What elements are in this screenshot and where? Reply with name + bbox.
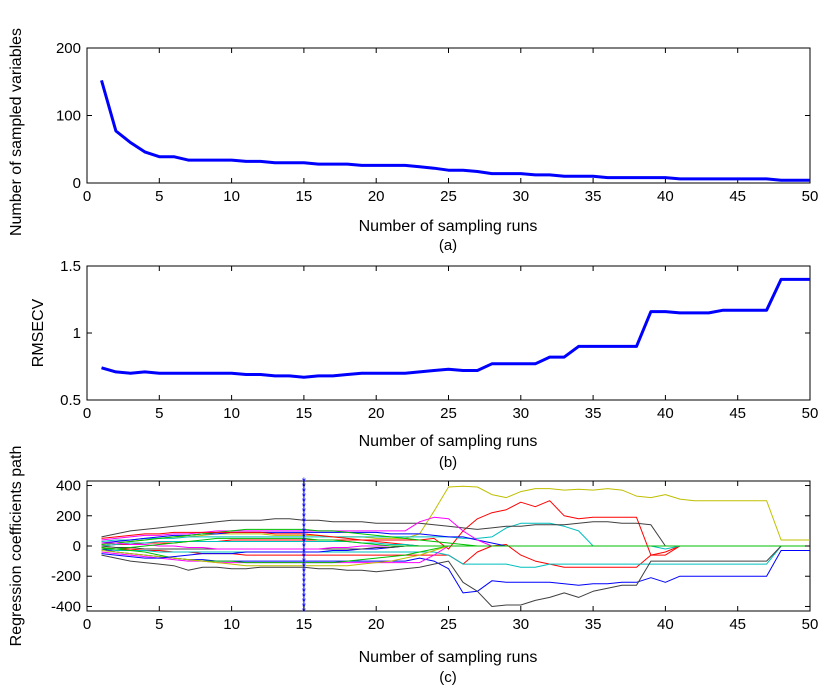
selection-marker-point: * — [302, 546, 307, 558]
series-c — [101, 485, 810, 607]
selection-marker-point: * — [302, 486, 307, 498]
x-tick-label: 30 — [512, 616, 529, 633]
x-tick-label: 35 — [585, 616, 602, 633]
x-tick-label: 5 — [155, 405, 163, 422]
x-tick-label: 25 — [440, 405, 457, 422]
x-tick-label: 50 — [802, 188, 819, 205]
series-b — [101, 277, 810, 379]
x-tick-label: 15 — [296, 616, 313, 633]
selection-marker-point: * — [302, 606, 307, 618]
x-tick-label: 5 — [155, 188, 163, 205]
panel-b: 0 5 10 15 20 25 30 35 40 45 50 0.5 1 1.5 RMSECV Numb… — [30, 258, 818, 471]
y-axis-label-c: Regression coefficients path — [8, 446, 25, 647]
series-a — [100, 79, 810, 182]
y-tick-label: 1 — [73, 325, 81, 342]
panel-a: 0 5 10 15 20 25 30 35 40 45 50 0 100 200 Number of s… — [8, 28, 818, 254]
x-tick-label: 10 — [223, 405, 240, 422]
x-tick-label: 25 — [440, 188, 457, 205]
y-ticks-b: 0.5 1 1.5 — [60, 258, 810, 409]
x-tick-label: 30 — [512, 188, 529, 205]
panel-label-a: (a) — [439, 237, 457, 254]
x-tick-label: 15 — [296, 405, 313, 422]
x-tick-label: 40 — [657, 405, 674, 422]
selection-marker-point: * — [302, 521, 307, 533]
y-tick-label: 200 — [56, 40, 81, 57]
x-tick-label: 20 — [368, 405, 385, 422]
selection-marker-point: * — [302, 481, 307, 493]
x-tick-label: 35 — [585, 405, 602, 422]
x-ticks-a: 0 5 10 15 20 25 30 35 40 45 50 — [83, 48, 819, 205]
y-tick-label: 100 — [56, 108, 81, 125]
x-tick-label: 0 — [83, 405, 91, 422]
y-tick-label: 200 — [56, 508, 81, 525]
selection-marker-point: * — [302, 501, 307, 513]
selection-marker-point: * — [302, 516, 307, 528]
y-ticks-a: 0 100 200 — [56, 40, 810, 192]
x-tick-label: 10 — [223, 188, 240, 205]
x-tick-label: 0 — [83, 188, 91, 205]
selection-marker-point: * — [302, 556, 307, 568]
y-tick-label: 400 — [56, 478, 81, 495]
x-tick-label: 50 — [802, 616, 819, 633]
x-tick-label: 45 — [729, 188, 746, 205]
x-axis-label-a: Number of sampling runs — [359, 218, 538, 235]
x-ticks-b: 0 5 10 15 20 25 30 35 40 45 50 — [83, 266, 819, 422]
series-line-c-8 — [101, 545, 810, 607]
selection-marker-point: * — [302, 511, 307, 523]
selection-marker-point: * — [302, 591, 307, 603]
panel-label-c: (c) — [439, 669, 457, 686]
x-axis-label-b: Number of sampling runs — [359, 433, 538, 450]
y-tick-label: 1.5 — [60, 258, 81, 275]
selection-marker-point: * — [302, 491, 307, 503]
selection-marker-point: * — [302, 586, 307, 598]
selection-marker-point: * — [302, 506, 307, 518]
selection-marker-point: * — [302, 551, 307, 563]
y-tick-label: -400 — [51, 598, 81, 615]
x-tick-label: 15 — [296, 188, 313, 205]
x-tick-label: 5 — [155, 616, 163, 633]
x-tick-label: 30 — [512, 405, 529, 422]
selection-marker-point: * — [302, 536, 307, 548]
x-tick-label: 20 — [368, 188, 385, 205]
x-tick-label: 45 — [729, 616, 746, 633]
x-tick-label: 50 — [802, 405, 819, 422]
series-line-b-0 — [101, 277, 810, 379]
panel-c: *************************** 0 5 10 15 20 25 30… — [8, 446, 818, 686]
x-tick-label: 20 — [368, 616, 385, 633]
selection-marker-point: * — [302, 576, 307, 588]
x-tick-label: 40 — [657, 188, 674, 205]
marker-c: *************************** — [302, 476, 307, 618]
selection-marker-point: * — [302, 496, 307, 508]
x-tick-label: 10 — [223, 616, 240, 633]
series-line-c-4 — [101, 545, 810, 568]
x-tick-label: 0 — [83, 616, 91, 633]
y-tick-label: 0 — [73, 175, 81, 192]
series-line-a-0 — [100, 79, 810, 182]
x-ticks-c: 0 5 10 15 20 25 30 35 40 45 50 — [83, 481, 819, 633]
panel-label-b: (b) — [439, 454, 457, 471]
plot-area-b — [86, 265, 811, 401]
y-axis-label-a: Number of sampled variables — [8, 28, 25, 236]
x-axis-label-c: Number of sampling runs — [359, 649, 538, 666]
y-tick-label: 0 — [73, 538, 81, 555]
selection-marker-point: * — [302, 526, 307, 538]
selection-marker-point: * — [302, 531, 307, 543]
y-ticks-c: -400 -200 0 200 400 — [51, 478, 810, 615]
y-axis-label-b: RMSECV — [30, 298, 47, 367]
selection-marker-point: * — [302, 571, 307, 583]
y-tick-label: -200 — [51, 568, 81, 585]
selection-marker-point: * — [302, 596, 307, 608]
x-tick-label: 25 — [440, 616, 457, 633]
x-tick-label: 45 — [729, 405, 746, 422]
selection-marker-point: * — [302, 581, 307, 593]
plot-area-a — [86, 47, 811, 184]
series-line-c-19 — [101, 537, 810, 550]
x-tick-label: 40 — [657, 616, 674, 633]
y-tick-label: 0.5 — [60, 392, 81, 409]
selection-marker-point: * — [302, 541, 307, 553]
selection-marker-point: * — [302, 566, 307, 578]
x-tick-label: 35 — [585, 188, 602, 205]
selection-marker-point: * — [302, 561, 307, 573]
